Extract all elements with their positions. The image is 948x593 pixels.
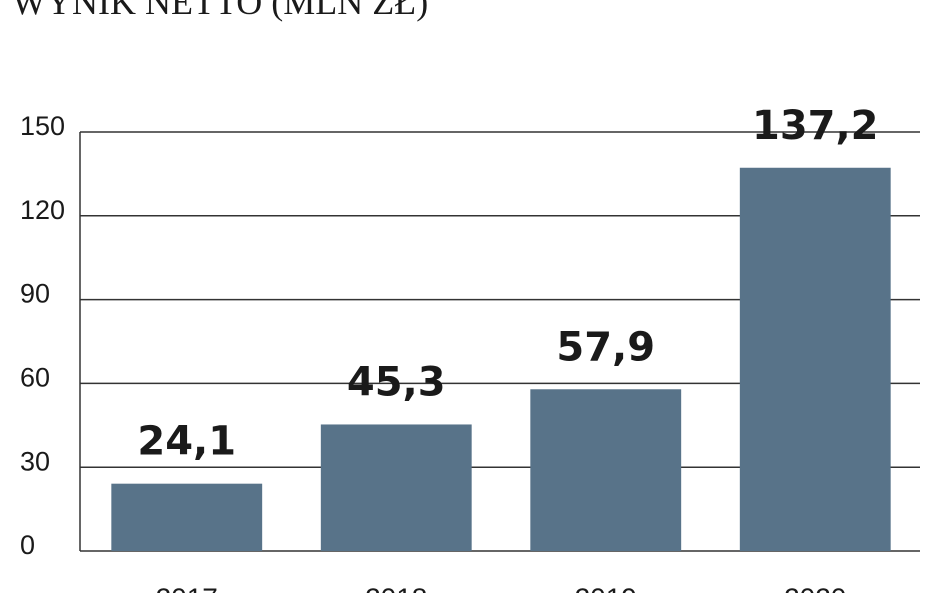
value-label: 45,3: [347, 359, 446, 405]
bar: [739, 167, 891, 551]
x-tick-label: 2020: [784, 582, 846, 593]
value-label: 24,1: [137, 419, 236, 465]
x-tick-label: 2019: [575, 582, 637, 593]
value-label: 57,9: [556, 324, 655, 370]
y-tick-label: 90: [20, 279, 50, 309]
chart-title: WYNIK NETTO (MLN ZŁ): [12, 0, 428, 22]
bar: [111, 483, 263, 551]
bar: [530, 389, 682, 551]
y-tick-label: 30: [20, 446, 50, 476]
x-tick-label: 2018: [365, 582, 427, 593]
y-tick-label: 60: [20, 363, 50, 393]
y-tick-label: 120: [20, 195, 65, 225]
bar: [320, 424, 472, 551]
y-tick-label: 150: [20, 111, 65, 141]
y-tick-label: 0: [20, 530, 35, 560]
x-tick-label: 2017: [156, 582, 218, 593]
value-label: 137,2: [752, 103, 879, 149]
